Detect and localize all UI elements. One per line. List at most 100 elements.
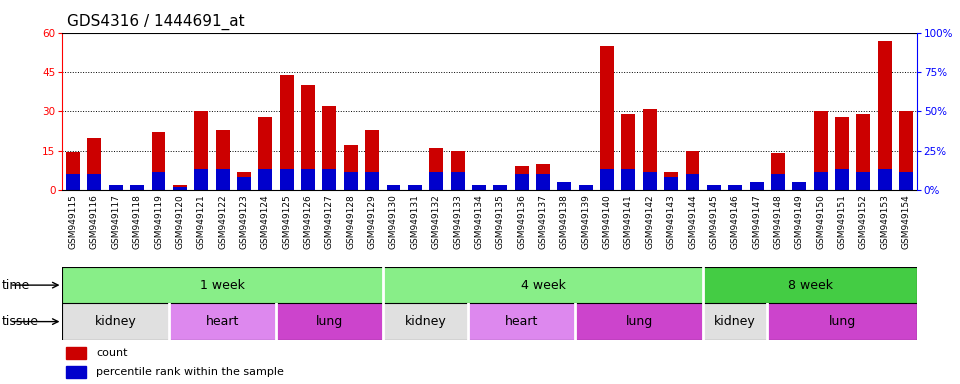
Bar: [323, 169, 336, 190]
Bar: [279, 169, 294, 190]
Bar: [237, 172, 251, 190]
Text: GSM949124: GSM949124: [261, 194, 270, 248]
Bar: [771, 174, 785, 190]
Text: GSM949132: GSM949132: [432, 194, 441, 249]
Text: GSM949133: GSM949133: [453, 194, 462, 249]
Text: GSM949138: GSM949138: [560, 194, 569, 249]
Bar: [771, 153, 785, 190]
Bar: [66, 174, 80, 190]
Bar: [579, 187, 592, 190]
Text: heart: heart: [505, 315, 539, 328]
Text: GSM949119: GSM949119: [154, 194, 163, 249]
Text: time: time: [2, 279, 30, 291]
Bar: [558, 185, 571, 190]
Bar: [468, 303, 575, 340]
Bar: [750, 182, 763, 190]
Bar: [450, 172, 465, 190]
Bar: [621, 114, 636, 190]
Bar: [62, 303, 169, 340]
Bar: [108, 185, 123, 190]
Bar: [216, 130, 229, 190]
Text: lung: lung: [828, 315, 855, 328]
Text: GSM949115: GSM949115: [68, 194, 78, 249]
Text: GSM949147: GSM949147: [752, 194, 761, 249]
Text: percentile rank within the sample: percentile rank within the sample: [96, 367, 284, 377]
Text: GSM949146: GSM949146: [731, 194, 740, 249]
Bar: [856, 114, 871, 190]
Bar: [750, 185, 763, 190]
Bar: [301, 169, 315, 190]
Bar: [664, 172, 678, 190]
Bar: [131, 185, 144, 190]
Text: GSM949128: GSM949128: [347, 194, 355, 249]
Text: GSM949122: GSM949122: [218, 194, 228, 248]
Bar: [387, 185, 400, 190]
Bar: [258, 169, 273, 190]
Bar: [62, 267, 383, 303]
Bar: [131, 186, 144, 190]
Bar: [472, 185, 486, 190]
Text: 4 week: 4 week: [520, 279, 565, 291]
Text: 1 week: 1 week: [201, 279, 245, 291]
Text: GSM949154: GSM949154: [901, 194, 911, 249]
Bar: [472, 186, 486, 190]
Bar: [383, 267, 703, 303]
Bar: [703, 303, 767, 340]
Bar: [558, 182, 571, 190]
Bar: [408, 185, 421, 190]
Text: GSM949120: GSM949120: [176, 194, 184, 249]
Text: GSM949131: GSM949131: [410, 194, 420, 249]
Text: count: count: [96, 348, 128, 358]
Bar: [152, 172, 165, 190]
Text: 8 week: 8 week: [787, 279, 832, 291]
Bar: [258, 117, 273, 190]
Text: kidney: kidney: [95, 315, 136, 328]
Bar: [643, 172, 657, 190]
Bar: [729, 187, 742, 190]
Bar: [383, 303, 468, 340]
Bar: [216, 169, 229, 190]
Bar: [194, 111, 208, 190]
Text: GSM949130: GSM949130: [389, 194, 398, 249]
Bar: [792, 182, 806, 190]
Bar: [301, 85, 315, 190]
Bar: [344, 172, 358, 190]
Bar: [900, 111, 913, 190]
Bar: [835, 117, 849, 190]
Bar: [814, 172, 828, 190]
Bar: [87, 137, 102, 190]
Bar: [429, 172, 444, 190]
Bar: [643, 109, 657, 190]
Text: kidney: kidney: [714, 315, 756, 328]
Bar: [600, 169, 614, 190]
Bar: [536, 164, 550, 190]
Text: GSM949118: GSM949118: [132, 194, 142, 249]
Text: GSM949145: GSM949145: [709, 194, 718, 249]
Bar: [237, 177, 251, 190]
Text: GSM949149: GSM949149: [795, 194, 804, 249]
Bar: [664, 177, 678, 190]
Text: GSM949117: GSM949117: [111, 194, 120, 249]
Bar: [515, 167, 529, 190]
Text: lung: lung: [316, 315, 343, 328]
Text: GSM949116: GSM949116: [90, 194, 99, 249]
Bar: [856, 172, 871, 190]
Text: GSM949148: GSM949148: [774, 194, 782, 249]
Bar: [703, 267, 917, 303]
Bar: [729, 185, 742, 190]
Text: GSM949150: GSM949150: [816, 194, 826, 249]
Text: GSM949135: GSM949135: [495, 194, 505, 249]
Bar: [536, 174, 550, 190]
Bar: [493, 185, 507, 190]
Text: GSM949121: GSM949121: [197, 194, 205, 249]
Bar: [493, 187, 507, 190]
Bar: [169, 303, 276, 340]
Bar: [835, 169, 849, 190]
Bar: [814, 111, 828, 190]
Bar: [621, 169, 636, 190]
Text: GSM949134: GSM949134: [474, 194, 484, 249]
Text: GSM949129: GSM949129: [368, 194, 376, 249]
Bar: [323, 106, 336, 190]
Text: GSM949127: GSM949127: [324, 194, 334, 249]
Text: GSM949142: GSM949142: [645, 194, 655, 248]
